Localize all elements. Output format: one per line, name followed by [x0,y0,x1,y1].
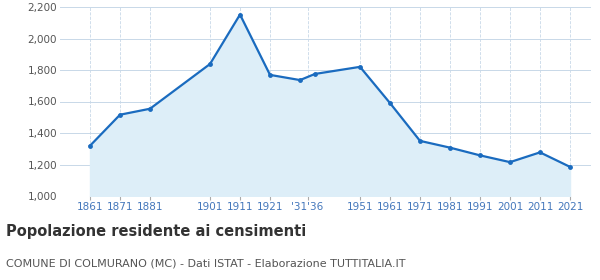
Text: Popolazione residente ai censimenti: Popolazione residente ai censimenti [6,224,306,239]
Text: COMUNE DI COLMURANO (MC) - Dati ISTAT - Elaborazione TUTTITALIA.IT: COMUNE DI COLMURANO (MC) - Dati ISTAT - … [6,259,406,269]
